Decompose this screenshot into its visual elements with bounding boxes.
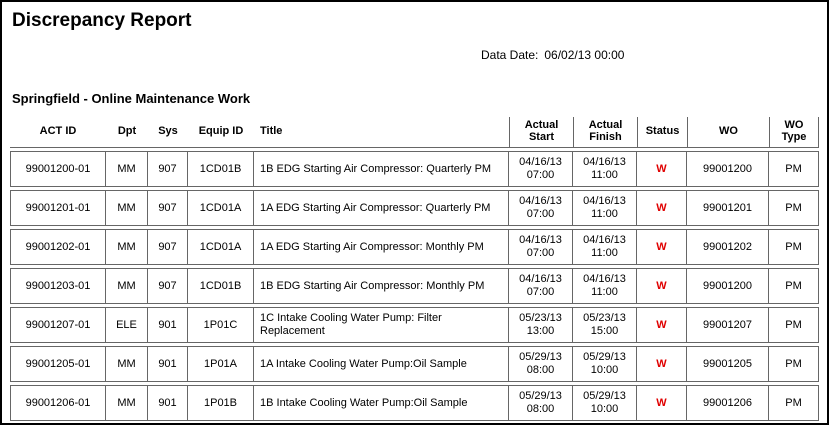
col-header-equip-id: Equip ID [188, 117, 254, 148]
cell-wo-type: PM [769, 307, 819, 343]
cell-title: 1B EDG Starting Air Compressor: Monthly … [254, 268, 509, 304]
cell-actual-finish: 05/29/13 10:00 [573, 385, 637, 421]
data-date-label: Data Date: [481, 48, 539, 62]
cell-sys: 907 [148, 229, 188, 265]
col-header-sys: Sys [148, 117, 188, 148]
cell-actual-finish: 04/16/13 11:00 [573, 268, 637, 304]
cell-status: W [637, 190, 687, 226]
header-row: ACT ID Dpt Sys Equip ID Title Actual Sta… [10, 117, 819, 148]
col-header-act-id: ACT ID [10, 117, 106, 148]
cell-wo-type: PM [769, 151, 819, 187]
col-header-wo-type: WO Type [769, 117, 819, 148]
section-title: Springfield - Online Maintenance Work [12, 91, 251, 106]
cell-wo-type: PM [769, 385, 819, 421]
cell-title: 1A EDG Starting Air Compressor: Monthly … [254, 229, 509, 265]
cell-wo: 99001202 [687, 229, 769, 265]
cell-actual-start: 05/23/13 13:00 [509, 307, 573, 343]
cell-act-id: 99001206-01 [10, 385, 106, 421]
cell-equip-id: 1CD01B [188, 151, 254, 187]
cell-dpt: MM [106, 268, 148, 304]
cell-title: 1B Intake Cooling Water Pump:Oil Sample [254, 385, 509, 421]
cell-actual-start: 04/16/13 07:00 [509, 268, 573, 304]
cell-wo-type: PM [769, 229, 819, 265]
cell-sys: 907 [148, 268, 188, 304]
cell-wo: 99001207 [687, 307, 769, 343]
cell-act-id: 99001205-01 [10, 346, 106, 382]
col-header-actual-start: Actual Start [509, 117, 573, 148]
cell-actual-finish: 05/23/13 15:00 [573, 307, 637, 343]
cell-wo-type: PM [769, 346, 819, 382]
cell-title: 1A EDG Starting Air Compressor: Quarterl… [254, 190, 509, 226]
cell-actual-finish: 04/16/13 11:00 [573, 229, 637, 265]
cell-equip-id: 1P01C [188, 307, 254, 343]
col-header-wo: WO [687, 117, 769, 148]
cell-wo-type: PM [769, 268, 819, 304]
cell-equip-id: 1P01B [188, 385, 254, 421]
cell-actual-start: 04/16/13 07:00 [509, 190, 573, 226]
cell-dpt: MM [106, 190, 148, 226]
cell-wo: 99001200 [687, 268, 769, 304]
cell-dpt: ELE [106, 307, 148, 343]
cell-actual-start: 04/16/13 07:00 [509, 229, 573, 265]
cell-wo: 99001206 [687, 385, 769, 421]
cell-status: W [637, 346, 687, 382]
cell-actual-finish: 04/16/13 11:00 [573, 151, 637, 187]
cell-sys: 907 [148, 190, 188, 226]
cell-title: 1B EDG Starting Air Compressor: Quarterl… [254, 151, 509, 187]
cell-actual-start: 04/16/13 07:00 [509, 151, 573, 187]
cell-dpt: MM [106, 229, 148, 265]
cell-wo: 99001200 [687, 151, 769, 187]
cell-act-id: 99001200-01 [10, 151, 106, 187]
report-table: ACT ID Dpt Sys Equip ID Title Actual Sta… [10, 114, 819, 424]
table-header: ACT ID Dpt Sys Equip ID Title Actual Sta… [10, 117, 819, 148]
table-row: 99001200-01 MM 907 1CD01B 1B EDG Startin… [10, 151, 819, 187]
cell-status: W [637, 385, 687, 421]
cell-dpt: MM [106, 385, 148, 421]
cell-status: W [637, 268, 687, 304]
table-row: 99001203-01 MM 907 1CD01B 1B EDG Startin… [10, 268, 819, 304]
table-row: 99001201-01 MM 907 1CD01A 1A EDG Startin… [10, 190, 819, 226]
cell-sys: 901 [148, 385, 188, 421]
cell-actual-start: 05/29/13 08:00 [509, 346, 573, 382]
cell-sys: 907 [148, 151, 188, 187]
cell-act-id: 99001201-01 [10, 190, 106, 226]
cell-title: 1C Intake Cooling Water Pump: Filter Rep… [254, 307, 509, 343]
col-header-status: Status [637, 117, 687, 148]
cell-equip-id: 1CD01A [188, 190, 254, 226]
table-row: 99001205-01 MM 901 1P01A 1A Intake Cooli… [10, 346, 819, 382]
cell-sys: 901 [148, 307, 188, 343]
cell-title: 1A Intake Cooling Water Pump:Oil Sample [254, 346, 509, 382]
table-row: 99001206-01 MM 901 1P01B 1B Intake Cooli… [10, 385, 819, 421]
table-body: 99001200-01 MM 907 1CD01B 1B EDG Startin… [10, 151, 819, 421]
col-header-dpt: Dpt [106, 117, 148, 148]
cell-act-id: 99001207-01 [10, 307, 106, 343]
cell-status: W [637, 229, 687, 265]
cell-actual-finish: 04/16/13 11:00 [573, 190, 637, 226]
cell-actual-finish: 05/29/13 10:00 [573, 346, 637, 382]
cell-status: W [637, 151, 687, 187]
cell-wo: 99001201 [687, 190, 769, 226]
cell-status: W [637, 307, 687, 343]
col-header-title: Title [254, 117, 509, 148]
table-row: 99001202-01 MM 907 1CD01A 1A EDG Startin… [10, 229, 819, 265]
cell-actual-start: 05/29/13 08:00 [509, 385, 573, 421]
cell-equip-id: 1CD01B [188, 268, 254, 304]
cell-equip-id: 1CD01A [188, 229, 254, 265]
data-date: Data Date: 06/02/13 00:00 [481, 48, 827, 62]
cell-act-id: 99001202-01 [10, 229, 106, 265]
data-date-value: 06/02/13 00:00 [544, 48, 625, 62]
cell-sys: 901 [148, 346, 188, 382]
col-header-actual-finish: Actual Finish [573, 117, 637, 148]
page-title: Discrepancy Report [12, 10, 192, 31]
cell-wo-type: PM [769, 190, 819, 226]
cell-dpt: MM [106, 346, 148, 382]
cell-dpt: MM [106, 151, 148, 187]
cell-wo: 99001205 [687, 346, 769, 382]
table-row: 99001207-01 ELE 901 1P01C 1C Intake Cool… [10, 307, 819, 343]
cell-act-id: 99001203-01 [10, 268, 106, 304]
cell-equip-id: 1P01A [188, 346, 254, 382]
